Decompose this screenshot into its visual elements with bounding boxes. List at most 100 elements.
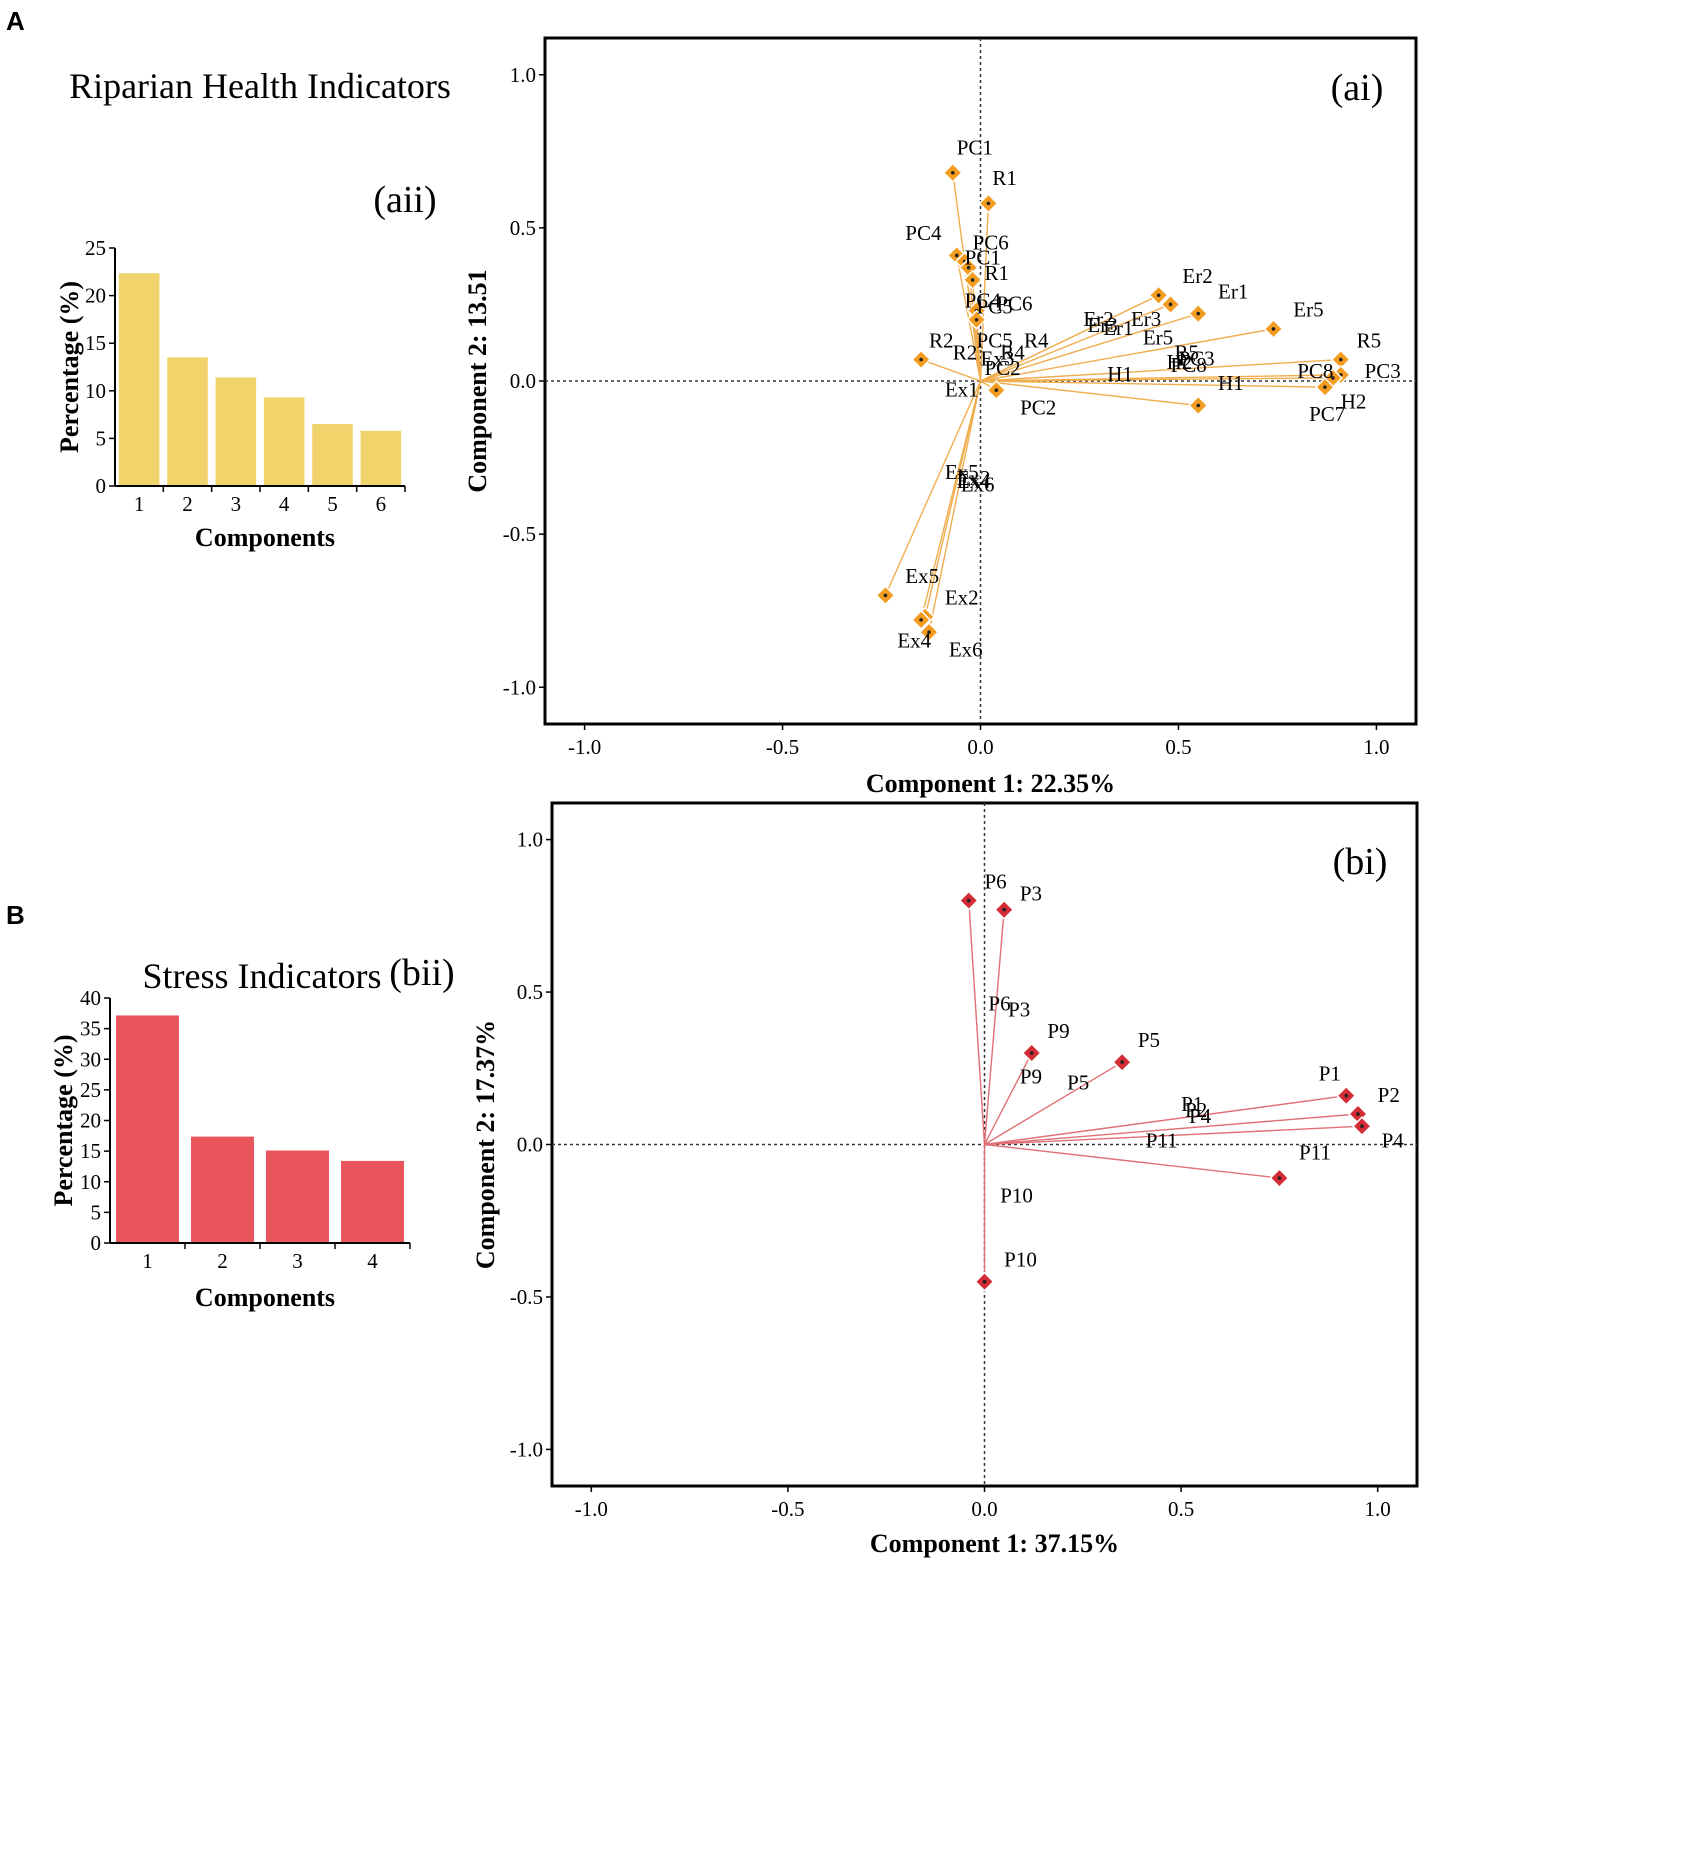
bar [341,1160,404,1243]
point-label: Ex5 [945,460,979,484]
point-label: Ex6 [961,472,995,496]
panel-tag: (aii) [373,179,436,221]
point-center [954,253,959,258]
point-label: R5 [1357,328,1382,352]
panel-a-title: Riparian Health Indicators [69,66,451,106]
loading-vector [984,1125,1362,1146]
point-center [919,618,923,622]
point-center [883,593,888,598]
point-label: R1 [984,261,1009,285]
bar [263,397,305,486]
loading-vector [920,358,981,382]
point-label: P6 [985,869,1007,893]
point-label: H2 [1341,390,1367,414]
y-tick-label: 5 [96,426,107,450]
x-tick-label: 4 [279,492,290,516]
point-label: Er1 [1218,279,1248,303]
point-label: Er2 [1182,264,1212,288]
point-label: P3 [1008,997,1030,1021]
bar-chart-bii: 0 5 10 15 20 25 30 35 40 1 2 3 4 Components Percentage… [49,952,455,1312]
point-label: R4 [1024,328,1049,352]
y-tick-label: 35 [80,1017,101,1041]
panel-tag: (ai) [1331,67,1384,109]
bar [266,1150,329,1243]
loading-vector [983,1052,1033,1145]
panel-a-letter: A [6,6,25,36]
point-label: Er5 [1143,325,1173,349]
bar [118,273,160,486]
x-axis-label: Components [195,1283,335,1312]
x-tick-label: 1.0 [1365,1497,1391,1521]
point-center [1168,302,1173,307]
loading-vector [884,380,982,596]
x-tick-label: 2 [217,1249,228,1273]
x-tick-label: 5 [327,492,338,516]
loading-vector [980,358,1341,382]
panel-tag: (bi) [1333,841,1388,883]
loading-vector [980,380,1325,388]
y-tick-label: 0.5 [517,980,543,1004]
bar [191,1136,254,1243]
y-tick-label: 40 [80,986,101,1010]
point-label: PC8 [1297,359,1333,383]
loading-vector [980,380,1199,407]
y-tick-label: 10 [85,379,106,403]
loading-vector [975,319,982,382]
y-tick-label: -1.0 [503,675,536,699]
point-center [986,201,991,206]
point-label: Er3 [1131,307,1161,331]
point-center [1360,1124,1364,1129]
point-label: PC1 [965,246,1001,270]
bar-chart-aii: 0 5 10 15 20 25 1 2 3 4 5 6 Components Percentage (%)… [55,179,437,552]
point-label: PC6 [996,292,1032,316]
point-label: P10 [1000,1183,1033,1207]
y-tick-label: -0.5 [503,522,536,546]
point-center [927,630,931,634]
point-center [1338,357,1343,362]
point-label: P2 [1185,1098,1207,1122]
point-label: PC1 [957,135,993,159]
y-tick-label: 0 [91,1231,102,1255]
loading-vector [980,377,1333,382]
x-axis-label: Components [195,523,335,552]
y-tick-label: 15 [80,1139,101,1163]
loading-vector [984,1095,1347,1146]
point-label: Er5 [1293,298,1323,322]
point-center [1271,327,1276,331]
point-label: Ex2 [957,466,991,490]
y-tick-label: 20 [85,284,106,308]
point-center [1156,293,1161,298]
y-tick-label: -0.5 [510,1285,543,1309]
point-label: Ex6 [949,638,983,662]
point-center [1120,1060,1124,1064]
bar [215,377,257,486]
y-axis-label: Component 2: 17.37% [471,1020,500,1269]
bar [312,424,353,486]
loading-vector [980,303,1171,382]
point-label: P4 [1189,1104,1212,1128]
point-center [1356,1112,1360,1116]
bar [360,430,402,486]
x-tick-label: 1 [142,1249,153,1273]
point-center [970,278,975,282]
point-label: R5 [1174,341,1199,365]
y-tick-label: 1.0 [510,63,536,87]
loading-vector [979,203,990,382]
panel-b-letter: B [6,900,25,930]
point-label: P1 [1319,1061,1341,1085]
loading-vector [968,900,986,1145]
point-label: R2 [953,341,978,365]
point-center [966,265,971,270]
point-label: P1 [1181,1092,1203,1116]
point-label: Ex4 [957,469,991,493]
point-label: R1 [992,166,1017,190]
point-label: PC3 [1365,359,1401,383]
loading-vector [983,909,1005,1145]
x-tick-label: 0.0 [971,1497,997,1521]
x-tick-label: -0.5 [771,1497,804,1521]
point-label: H2 [1167,350,1193,374]
y-tick-label: 0 [96,474,107,498]
y-tick-label: 1.0 [517,828,543,852]
x-axis-label: Component 1: 37.15% [870,1529,1119,1558]
